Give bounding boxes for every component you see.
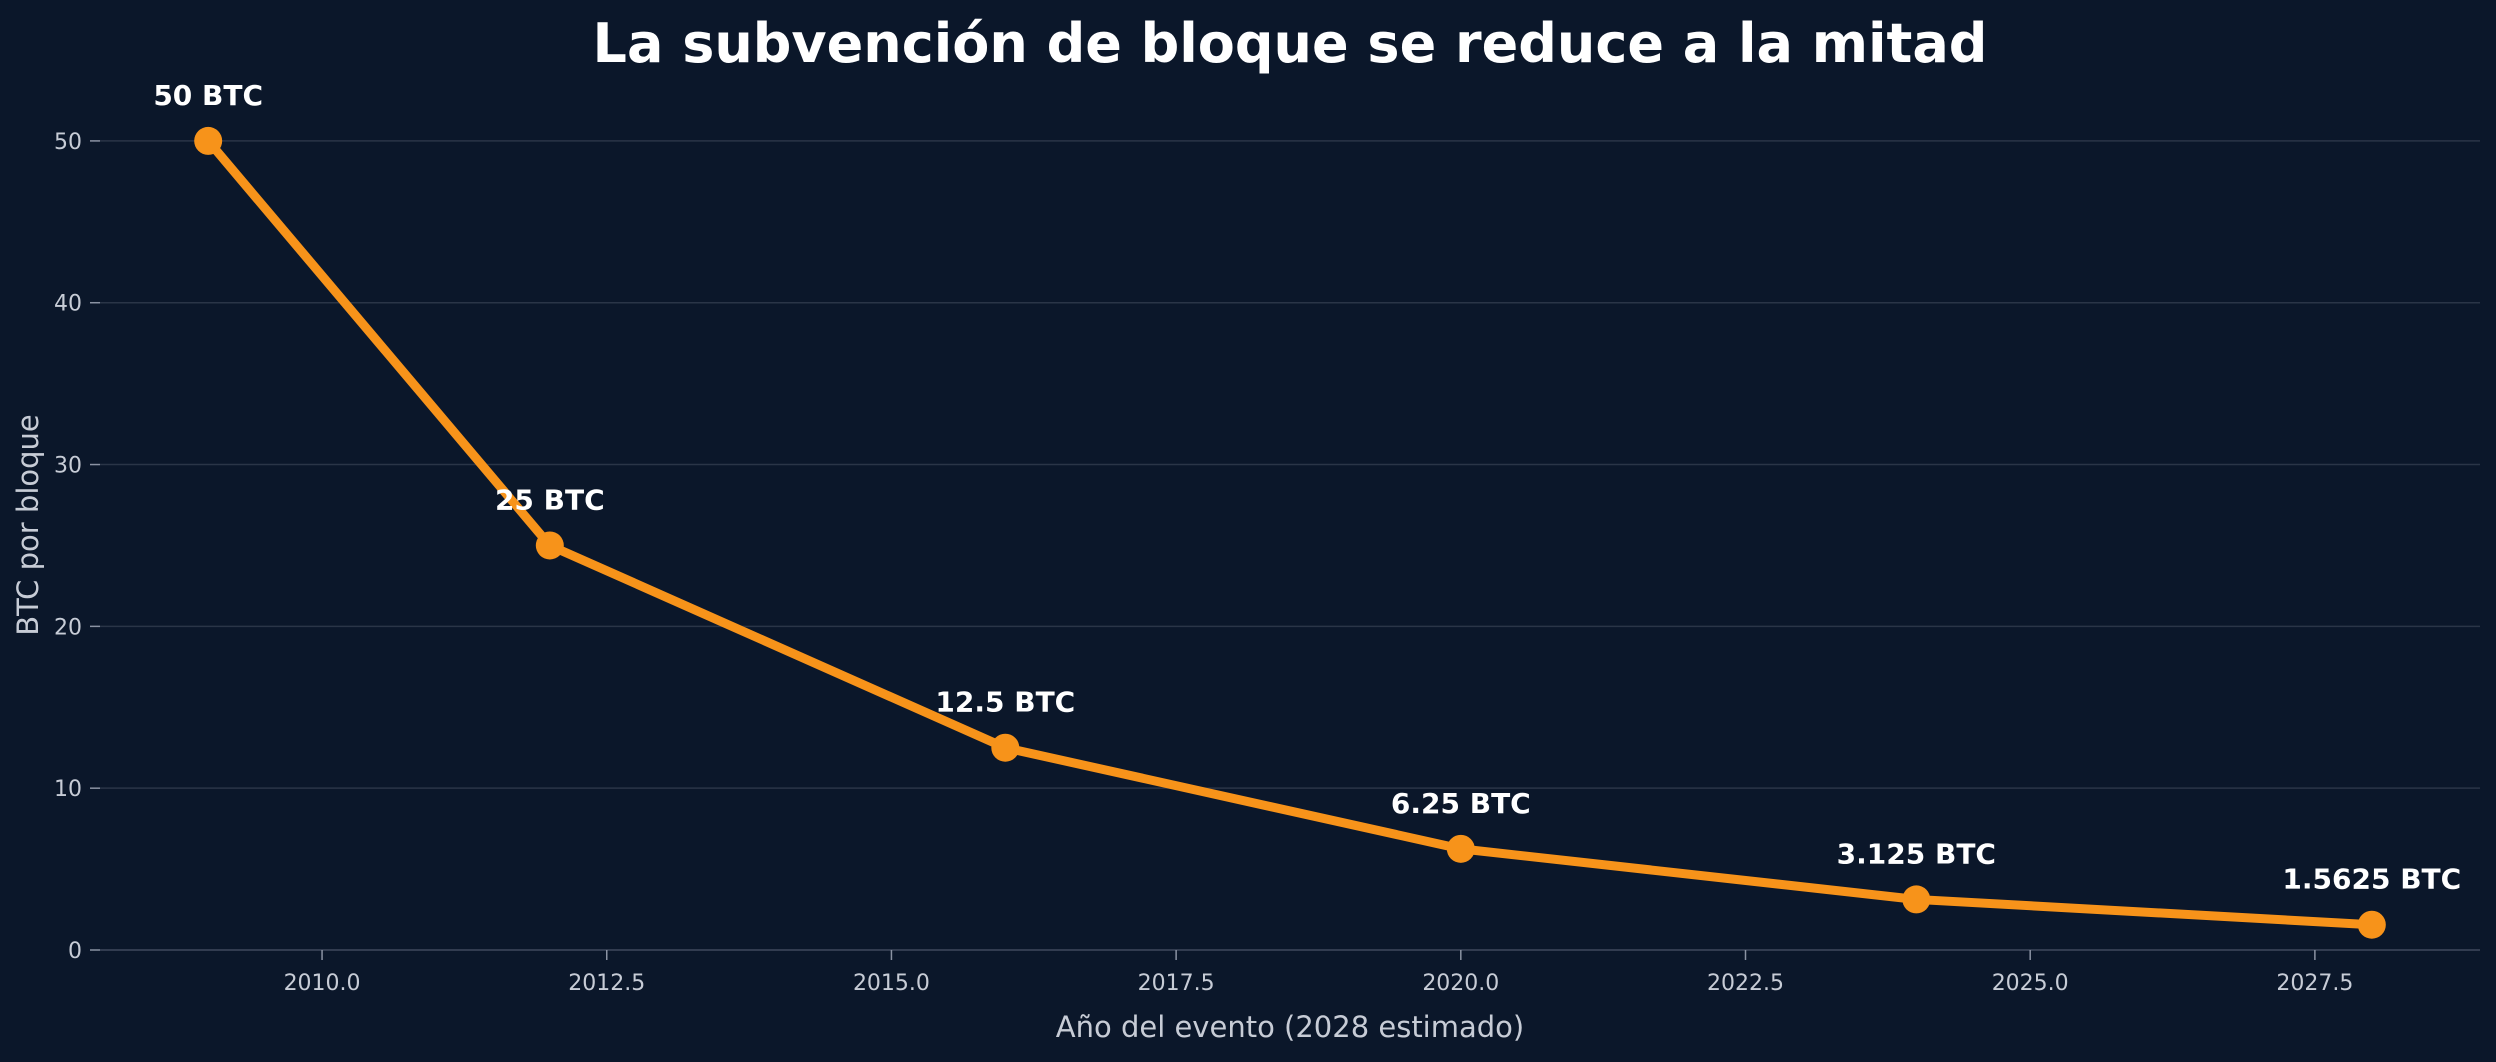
data-point	[194, 126, 223, 155]
data-point	[991, 733, 1020, 762]
data-labels: 50 BTC 25 BTC 12.5 BTC 6.25 BTC 3.125 BTC 1.5…	[153, 79, 2461, 896]
y-tick-label: 30	[54, 454, 82, 479]
x-tick-label: 2027.5	[2276, 971, 2353, 996]
data-label: 3.125 BTC	[1837, 837, 1996, 870]
y-tick-label: 40	[54, 292, 82, 317]
data-label: 50 BTC	[153, 79, 263, 112]
chart-title: La subvención de bloque se reduce a la m…	[593, 12, 1988, 75]
data-label: 1.5625 BTC	[2282, 863, 2461, 896]
y-tick-label: 50	[54, 130, 82, 155]
data-point	[1902, 885, 1931, 914]
y-axis-ticks: 0 10 20 30 40 50	[54, 130, 100, 964]
data-point	[2357, 910, 2386, 939]
x-axis-ticks: 2010.0 2012.5 2015.0 2017.5 2020.0 2022.5 2025…	[284, 950, 2353, 996]
x-axis-title: Año del evento (2028 estimado)	[1056, 1010, 1524, 1044]
data-point	[1446, 834, 1475, 863]
x-tick-label: 2020.0	[1422, 971, 1499, 996]
x-tick-label: 2017.5	[1138, 971, 1215, 996]
y-axis-title: BTC por bloque	[11, 414, 45, 636]
x-tick-label: 2015.0	[853, 971, 930, 996]
data-label: 6.25 BTC	[1391, 787, 1531, 820]
x-tick-label: 2012.5	[568, 971, 645, 996]
x-tick-label: 2025.0	[1992, 971, 2069, 996]
data-label: 12.5 BTC	[935, 686, 1075, 719]
series-line	[203, 136, 2377, 930]
y-tick-label: 0	[68, 939, 82, 964]
data-label: 25 BTC	[495, 483, 605, 516]
x-tick-label: 2010.0	[284, 971, 361, 996]
series-layer	[194, 126, 2386, 939]
data-point	[535, 531, 564, 560]
y-tick-label: 10	[54, 777, 82, 802]
x-tick-label: 2022.5	[1707, 971, 1784, 996]
y-tick-label: 20	[54, 615, 82, 640]
